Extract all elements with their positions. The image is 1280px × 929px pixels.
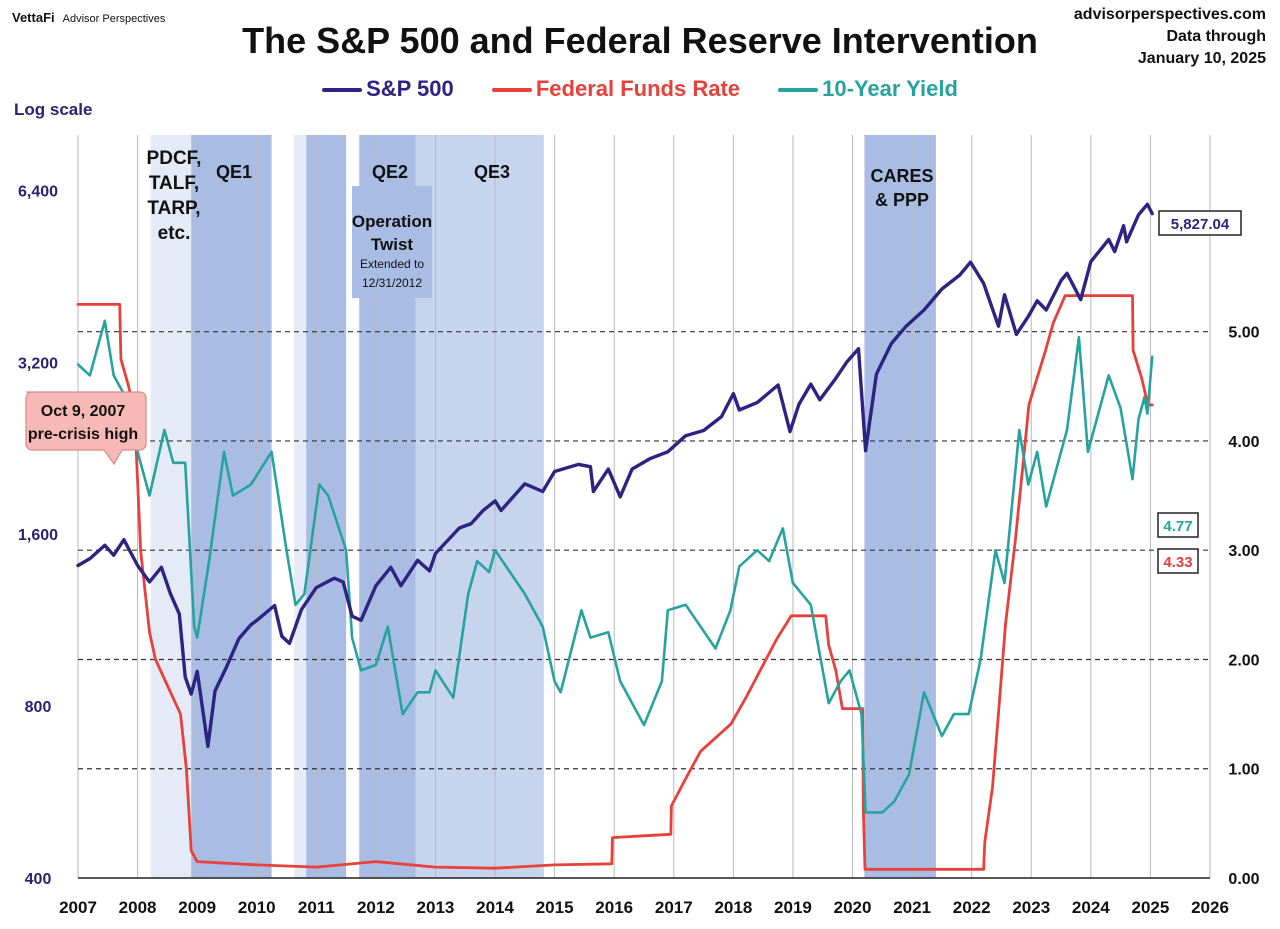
end-sp-box: [1158, 210, 1242, 236]
sp500-line: [76, 202, 1154, 749]
right-tick-5: 5.00: [1228, 325, 1259, 342]
twist-sub-2: 12/31/2012: [362, 276, 422, 290]
log-scale-label: Log scale: [14, 100, 93, 119]
qe3-label: QE3: [474, 162, 510, 182]
legend-yield-swatch: [778, 88, 819, 93]
x-tick-2020: 2020: [834, 898, 872, 917]
intervention-bands: [150, 135, 936, 878]
x-tick-2009: 2009: [178, 898, 216, 917]
x-tick-2025: 2025: [1132, 898, 1170, 917]
pdcf-line-3: TARP,: [147, 198, 200, 219]
band-annotations: PDCF, TALF, TARP, etc. QE1 QE2 QE3 Opera…: [147, 148, 934, 298]
legend-fed-label: Federal Funds Rate: [535, 76, 741, 101]
twist-line-1: Operation: [352, 212, 432, 231]
twist-line-2: Twist: [371, 235, 414, 254]
callouts: Oct 9, 2007 pre-crisis high 5,827.04 4.7…: [25, 210, 1242, 574]
band-1: [191, 135, 272, 878]
ten-year-yield-line: [76, 319, 1154, 814]
logo-sub: Advisor Perspectives: [62, 13, 166, 25]
axes: 2007 2008 2009 2010 2011 2012 2013 2014 2015 2016…: [18, 183, 1260, 917]
band-6: [864, 135, 936, 878]
precrisis-bubble: [25, 391, 147, 466]
data-through-label: Data through: [1166, 28, 1266, 45]
precrisis-line-2: pre-crisis high: [28, 426, 138, 443]
pdcf-line-4: etc.: [158, 223, 191, 244]
end-fed-label: 4.33: [1163, 554, 1192, 571]
legend-sp500-label: S&P 500: [366, 76, 454, 101]
left-tick-4: 6,400: [18, 183, 58, 200]
qe2-label: QE2: [372, 162, 408, 182]
right-tick-4: 4.00: [1228, 434, 1259, 451]
data-through-date: January 10, 2025: [1137, 50, 1266, 67]
x-tick-2015: 2015: [536, 898, 574, 917]
left-tick-2: 1,600: [18, 527, 58, 544]
x-tick-2023: 2023: [1012, 898, 1050, 917]
qe1-label: QE1: [216, 162, 252, 182]
band-2: [294, 135, 307, 878]
x-tick-2013: 2013: [417, 898, 455, 917]
x-tick-2021: 2021: [893, 898, 931, 917]
legend-yield: 10-Year Yield: [778, 76, 958, 102]
x-tick-2014: 2014: [476, 898, 514, 917]
pdcf-line-1: PDCF,: [147, 148, 202, 169]
right-tick-3: 3.00: [1228, 543, 1259, 560]
left-tick-0: 400: [25, 871, 52, 888]
legend-sp500-swatch: [322, 88, 363, 93]
logo-brand: VettaFi: [12, 10, 55, 25]
end-fed-box: [1157, 548, 1199, 574]
band-5: [415, 135, 544, 878]
x-tick-2010: 2010: [238, 898, 276, 917]
x-tick-2011: 2011: [298, 898, 335, 917]
vettafi-logo: VettaFi Advisor Perspectives: [12, 10, 165, 25]
source-block: advisorperspectives.com Data through Jan…: [1074, 4, 1266, 70]
chart-legend: S&P 500 Federal Funds Rate 10-Year Yield: [0, 76, 1280, 102]
x-tick-2019: 2019: [774, 898, 812, 917]
x-tick-2008: 2008: [119, 898, 157, 917]
band-3: [306, 135, 347, 878]
cares-line-1: CARES: [870, 166, 933, 186]
twist-box: [352, 186, 432, 298]
series-lines: [76, 202, 1154, 871]
legend-yield-label: 10-Year Yield: [822, 76, 958, 101]
end-yield-label: 4.77: [1163, 518, 1192, 535]
precrisis-line-1: Oct 9, 2007: [41, 403, 126, 420]
x-tick-2026: 2026: [1191, 898, 1229, 917]
chart-title: The S&P 500 and Federal Reserve Interven…: [242, 20, 1038, 61]
twist-sub-1: Extended to: [360, 257, 424, 271]
fed-funds-line: [76, 294, 1154, 871]
pdcf-line-2: TALF,: [149, 173, 199, 194]
legend-fed: Federal Funds Rate: [491, 76, 741, 102]
cares-line-2: & PPP: [875, 190, 929, 210]
x-tick-2022: 2022: [953, 898, 991, 917]
legend-fed-swatch: [491, 88, 532, 93]
right-tick-1: 1.00: [1228, 762, 1259, 779]
left-tick-3: 3,200: [18, 355, 58, 372]
right-tick-0: 0.00: [1228, 871, 1259, 888]
x-tick-2007: 2007: [59, 898, 97, 917]
qe2-label-bg: [368, 158, 412, 184]
x-tick-2012: 2012: [357, 898, 395, 917]
source-site: advisorperspectives.com: [1073, 6, 1266, 23]
end-yield-box: [1157, 512, 1199, 538]
right-tick-2: 2.00: [1228, 652, 1259, 669]
x-tick-2018: 2018: [714, 898, 752, 917]
x-tick-2024: 2024: [1072, 898, 1110, 917]
x-tick-2017: 2017: [655, 898, 693, 917]
legend-sp500: S&P 500: [322, 76, 454, 102]
left-tick-1: 800: [25, 699, 52, 716]
end-sp-label: 5,827.04: [1171, 216, 1230, 233]
x-tick-2016: 2016: [595, 898, 633, 917]
